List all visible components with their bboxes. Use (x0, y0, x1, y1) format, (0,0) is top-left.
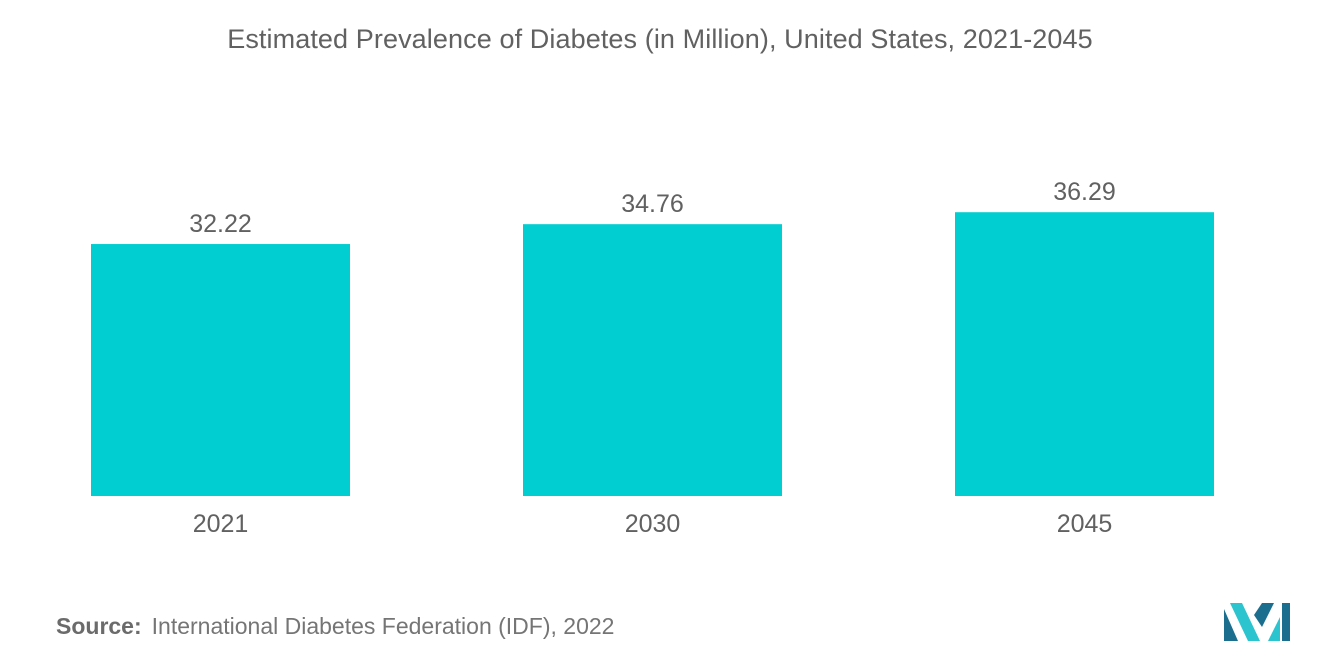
x-tick-label-2021: 2021 (193, 510, 249, 538)
chart-title: Estimated Prevalence of Diabetes (in Mil… (227, 24, 1093, 54)
logo-shape-bar (1282, 603, 1290, 641)
data-label-2030: 34.76 (621, 190, 684, 218)
bar-2045 (955, 212, 1214, 496)
bar-2030 (523, 224, 782, 496)
logo-shape-mid-left (1230, 603, 1260, 641)
x-tick-label-2045: 2045 (1057, 510, 1113, 538)
x-tick-label-2030: 2030 (625, 510, 681, 538)
bar-2021 (91, 244, 350, 496)
logo-shape-left (1224, 609, 1238, 641)
data-label-2045: 36.29 (1053, 178, 1116, 206)
source-label: Source: (56, 613, 142, 639)
source-note: Source: International Diabetes Federation… (56, 613, 614, 640)
logo-shape-right (1268, 617, 1280, 641)
data-label-2021: 32.22 (189, 210, 252, 238)
mordor-intelligence-logo-icon (1224, 603, 1290, 641)
logo-shape-mid-right (1254, 603, 1274, 627)
source-text: International Diabetes Federation (IDF),… (151, 613, 615, 639)
